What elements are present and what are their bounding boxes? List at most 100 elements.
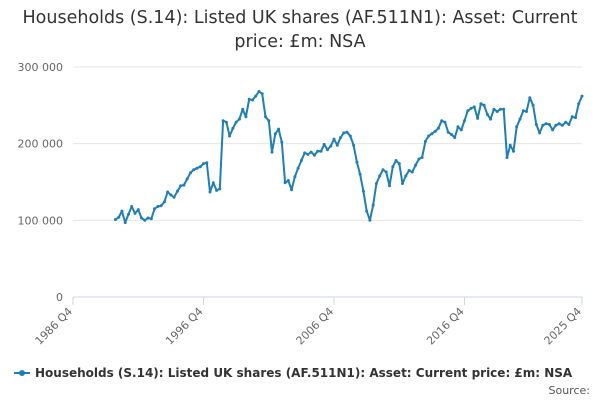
- data-point[interactable]: [260, 92, 264, 96]
- data-point[interactable]: [175, 189, 179, 193]
- data-point[interactable]: [113, 218, 117, 222]
- data-point[interactable]: [277, 127, 281, 131]
- data-point[interactable]: [397, 162, 401, 166]
- data-point[interactable]: [339, 136, 343, 139]
- data-point[interactable]: [436, 126, 440, 130]
- data-point[interactable]: [427, 134, 431, 138]
- data-point[interactable]: [381, 168, 385, 172]
- data-point[interactable]: [420, 156, 424, 159]
- data-point[interactable]: [319, 149, 323, 153]
- data-point[interactable]: [544, 122, 548, 126]
- data-point[interactable]: [299, 159, 303, 162]
- data-point[interactable]: [117, 215, 121, 219]
- data-point[interactable]: [335, 143, 339, 147]
- data-point[interactable]: [394, 159, 398, 162]
- data-point[interactable]: [528, 96, 532, 100]
- data-point[interactable]: [159, 204, 163, 208]
- data-point[interactable]: [508, 143, 512, 147]
- data-point[interactable]: [371, 203, 375, 207]
- data-point[interactable]: [293, 175, 297, 179]
- data-point[interactable]: [541, 123, 545, 127]
- data-point[interactable]: [352, 143, 356, 147]
- data-point[interactable]: [368, 218, 372, 222]
- data-point[interactable]: [404, 174, 408, 178]
- data-point[interactable]: [136, 208, 140, 212]
- data-point[interactable]: [306, 152, 310, 156]
- data-point[interactable]: [495, 110, 499, 113]
- data-point[interactable]: [182, 183, 186, 187]
- data-point[interactable]: [577, 102, 581, 106]
- data-point[interactable]: [211, 181, 215, 185]
- data-point[interactable]: [156, 205, 160, 208]
- data-point[interactable]: [423, 139, 427, 143]
- data-point[interactable]: [329, 144, 333, 148]
- data-point[interactable]: [453, 136, 457, 139]
- data-point[interactable]: [485, 113, 489, 116]
- data-point[interactable]: [312, 153, 316, 157]
- data-point[interactable]: [580, 94, 584, 98]
- data-point[interactable]: [534, 123, 538, 126]
- data-point[interactable]: [133, 211, 137, 215]
- data-point[interactable]: [407, 169, 411, 172]
- data-point[interactable]: [280, 140, 284, 144]
- data-point[interactable]: [218, 187, 222, 191]
- data-point[interactable]: [361, 189, 365, 193]
- data-point[interactable]: [417, 157, 421, 161]
- data-point[interactable]: [505, 156, 509, 159]
- data-point[interactable]: [149, 217, 153, 221]
- data-point[interactable]: [574, 116, 577, 120]
- data-point[interactable]: [374, 182, 378, 185]
- data-point[interactable]: [172, 195, 176, 199]
- data-point[interactable]: [130, 205, 134, 208]
- data-point[interactable]: [127, 212, 130, 216]
- data-point[interactable]: [355, 160, 359, 164]
- data-point[interactable]: [538, 131, 542, 135]
- data-point[interactable]: [322, 142, 326, 146]
- data-point[interactable]: [459, 128, 463, 132]
- data-point[interactable]: [560, 123, 564, 127]
- data-point[interactable]: [345, 130, 349, 134]
- data-point[interactable]: [267, 119, 271, 123]
- data-point[interactable]: [570, 115, 574, 119]
- data-point[interactable]: [143, 218, 147, 222]
- data-point[interactable]: [414, 163, 418, 167]
- data-point[interactable]: [492, 107, 496, 111]
- data-point[interactable]: [208, 190, 212, 194]
- data-point[interactable]: [241, 107, 245, 111]
- data-point[interactable]: [567, 123, 571, 126]
- data-point[interactable]: [388, 184, 391, 188]
- data-point[interactable]: [123, 221, 127, 225]
- data-point[interactable]: [283, 181, 287, 185]
- data-point[interactable]: [153, 207, 157, 211]
- data-point[interactable]: [456, 125, 460, 129]
- data-point[interactable]: [401, 182, 404, 185]
- data-point[interactable]: [547, 123, 551, 126]
- data-point[interactable]: [515, 125, 519, 129]
- data-point[interactable]: [189, 171, 192, 175]
- data-point[interactable]: [476, 116, 480, 120]
- data-point[interactable]: [521, 109, 525, 113]
- data-point[interactable]: [120, 209, 124, 213]
- data-point[interactable]: [479, 102, 483, 106]
- data-point[interactable]: [512, 149, 515, 153]
- legend[interactable]: Households (S.14): Listed UK shares (AF.…: [14, 366, 572, 380]
- data-point[interactable]: [270, 150, 274, 154]
- data-point[interactable]: [469, 106, 473, 110]
- data-point[interactable]: [195, 166, 199, 170]
- data-point[interactable]: [498, 107, 502, 111]
- data-point[interactable]: [557, 122, 561, 126]
- data-point[interactable]: [244, 115, 248, 119]
- data-point[interactable]: [309, 150, 313, 154]
- data-point[interactable]: [198, 165, 202, 169]
- data-point[interactable]: [525, 110, 528, 113]
- data-point[interactable]: [228, 134, 232, 138]
- data-point[interactable]: [162, 200, 166, 204]
- data-point[interactable]: [551, 128, 555, 132]
- data-point[interactable]: [303, 151, 307, 155]
- data-point[interactable]: [296, 166, 300, 170]
- data-point[interactable]: [554, 123, 558, 127]
- data-point[interactable]: [502, 107, 506, 111]
- data-point[interactable]: [446, 130, 450, 134]
- data-point[interactable]: [254, 94, 258, 98]
- data-point[interactable]: [140, 216, 143, 220]
